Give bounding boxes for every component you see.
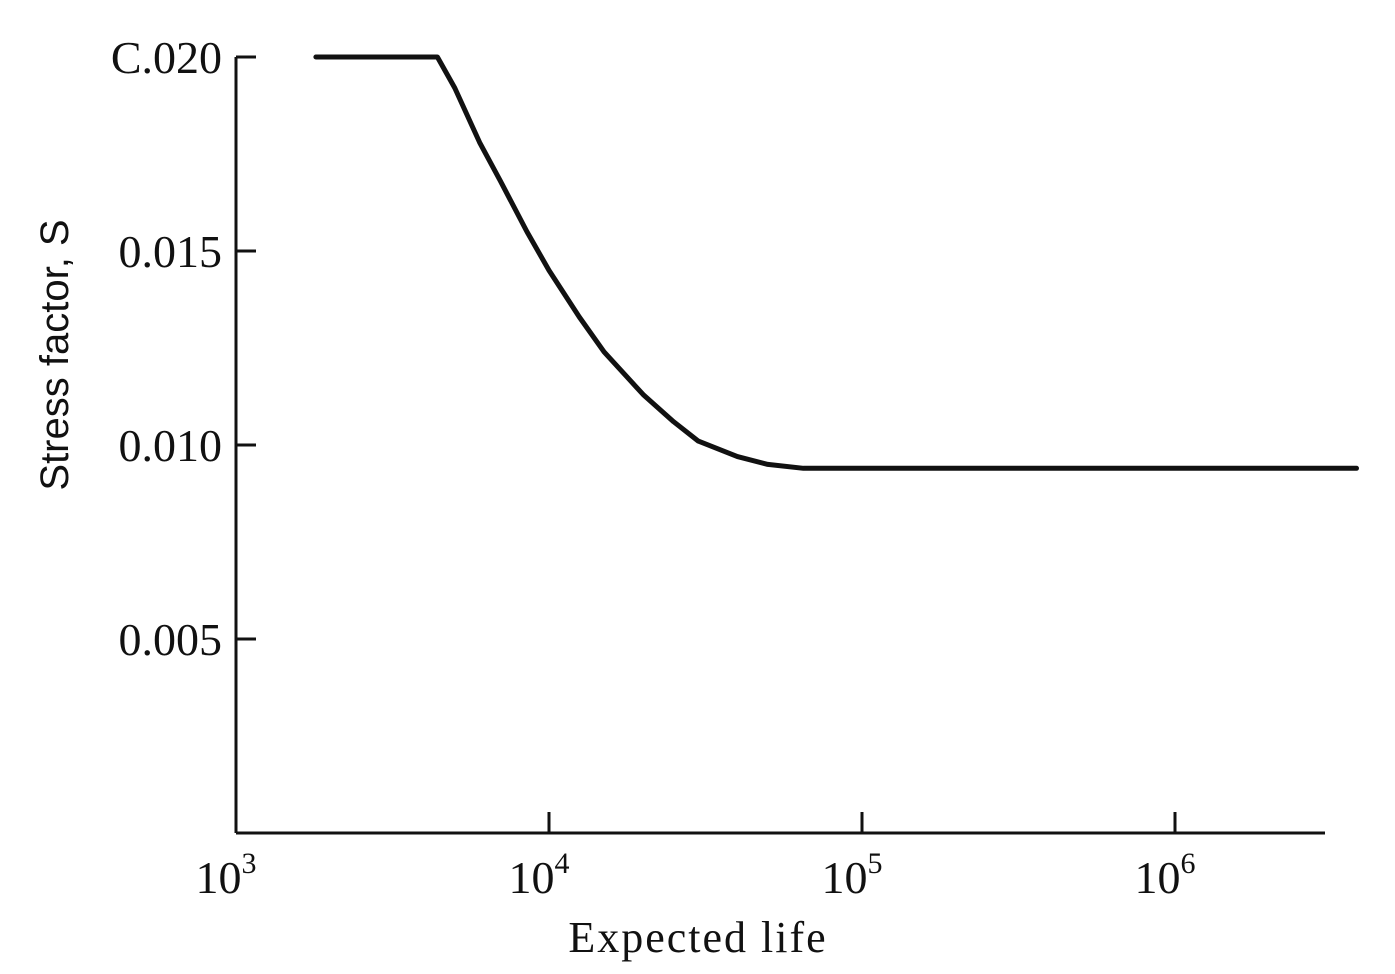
x-axis-title: Expected life <box>568 913 827 962</box>
x-tick-label: 104 <box>509 847 570 903</box>
y-tick-label: 0.015 <box>119 226 223 277</box>
x-tick-base: 10 <box>509 852 555 903</box>
series-group <box>313 54 1359 471</box>
x-ticks: 103 104 105 106 <box>196 812 1196 903</box>
y-tick-label: C.020 <box>111 32 222 83</box>
y-tick-label: 0.010 <box>119 420 223 471</box>
stress-factor-curve <box>313 54 1359 471</box>
x-tick-label: 105 <box>822 847 883 903</box>
x-tick-label: 103 <box>196 847 257 903</box>
x-tick-exponent: 3 <box>242 847 257 880</box>
x-tick-exponent: 6 <box>1181 847 1196 880</box>
axes <box>234 57 1325 835</box>
x-tick-label: 106 <box>1135 847 1196 903</box>
y-tick-label: 0.005 <box>119 614 223 665</box>
x-tick-exponent: 4 <box>555 847 570 880</box>
y-ticks: C.020 0.015 0.010 0.005 <box>111 32 256 665</box>
y-axis-title: Stress factor, S <box>33 219 77 490</box>
x-tick-base: 10 <box>196 852 242 903</box>
x-tick-exponent: 5 <box>868 847 883 880</box>
x-tick-base: 10 <box>1135 852 1181 903</box>
x-tick-base: 10 <box>822 852 868 903</box>
